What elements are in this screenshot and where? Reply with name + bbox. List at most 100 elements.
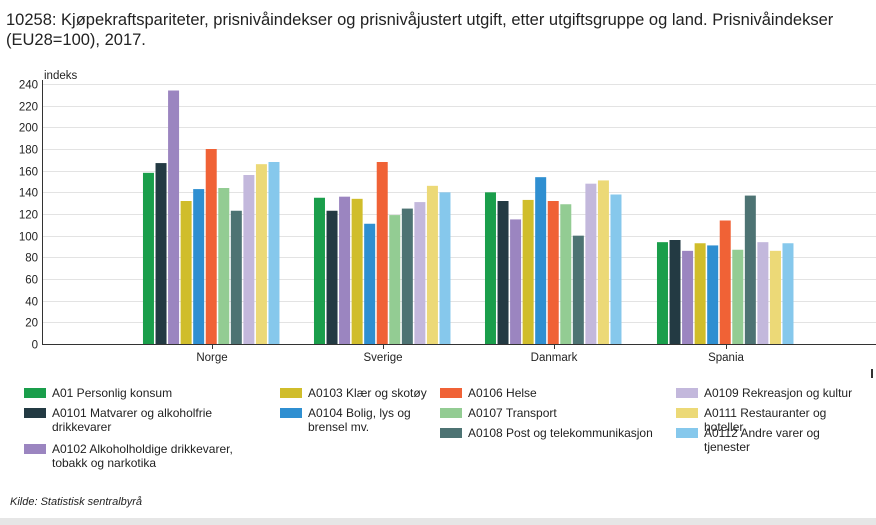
bar [669, 240, 681, 344]
bar [694, 243, 706, 344]
bar [364, 223, 376, 344]
y-tick-label: 100 [19, 232, 38, 244]
legend-swatch [24, 408, 46, 418]
y-tick-label: 0 [32, 340, 38, 352]
bar [339, 196, 351, 344]
bar [351, 198, 363, 344]
y-tick-label: 200 [19, 123, 38, 135]
bar [326, 210, 338, 344]
axes: 0 20 40 60 80 100 120 140 160 180 200 220 240 Norge Sv… [19, 80, 745, 365]
bar [610, 194, 622, 344]
bar [572, 235, 584, 344]
legend-item: A0106 Helse [440, 386, 670, 400]
legend-swatch [440, 408, 462, 418]
legend-swatch [676, 388, 698, 398]
y-tick-label: 40 [25, 297, 38, 309]
legend-label: A0112 Andre varer og tjenester [704, 426, 820, 454]
bar [522, 199, 534, 344]
bar [719, 220, 731, 344]
bar [255, 164, 267, 344]
bar [535, 177, 547, 344]
legend-label: A0103 Klær og skotøy [308, 386, 427, 400]
bar [180, 201, 192, 344]
legend-item: A01 Personlig konsum [24, 386, 248, 400]
bar [732, 249, 744, 344]
legend-label: A0104 Bolig, lys og brensel mv. [308, 406, 411, 434]
bar [401, 208, 413, 344]
bar [389, 215, 401, 344]
legend-label: A01 Personlig konsum [52, 386, 173, 400]
x-tick-label: Norge [196, 352, 227, 364]
bar [707, 245, 719, 344]
bar [230, 210, 242, 344]
bar [414, 202, 426, 344]
bar [243, 175, 255, 344]
source-note: Kilde: Statistisk sentralbyrå [10, 496, 143, 508]
legend-item: A0108 Post og telekommunikasjon [440, 426, 670, 440]
legend-item: A0109 Rekreasjon og kultur [676, 386, 866, 400]
legend-swatch [440, 388, 462, 398]
legend-swatch [280, 388, 302, 398]
bar [769, 250, 781, 344]
bar [656, 242, 668, 344]
axis-edge-mark [871, 369, 873, 378]
bar [268, 162, 280, 344]
chart-legend: A01 Personlig konsum A0101 Matvarer og al… [24, 386, 876, 476]
x-tick-label: Spania [708, 352, 744, 364]
legend-swatch [676, 408, 698, 418]
bar [376, 162, 388, 344]
bar [682, 250, 694, 344]
legend-label: A0106 Helse [468, 386, 537, 400]
legend-label: A0111 Restauranter og hoteller [704, 406, 827, 434]
bar [782, 243, 794, 344]
legend-swatch [440, 428, 462, 438]
bar [484, 192, 496, 344]
legend-item: A0104 Bolig, lys og brensel mv. [280, 406, 432, 434]
legend-item: A0102 Alkoholholdige drikkevarer, tobakk… [24, 442, 248, 470]
bar [547, 201, 559, 344]
bar [560, 204, 572, 344]
bar [205, 149, 217, 344]
bar [142, 172, 154, 344]
y-tick-label: 120 [19, 210, 38, 222]
legend-swatch [24, 444, 46, 454]
legend-item: A0103 Klær og skotøy [280, 386, 432, 400]
bar [439, 192, 451, 344]
bar [497, 201, 509, 344]
y-tick-label: 160 [19, 167, 38, 179]
legend-swatch [676, 428, 698, 438]
bar [426, 185, 438, 344]
legend-swatch [280, 408, 302, 418]
bar [193, 189, 205, 344]
bar [597, 180, 609, 344]
bar [168, 90, 180, 344]
bar [218, 188, 230, 344]
legend-item: A0107 Transport [440, 406, 670, 420]
legend-item: A0101 Matvarer og alkoholfrie drikkevare… [24, 406, 248, 434]
bar [585, 183, 597, 344]
y-tick-label: 20 [25, 318, 38, 330]
legend-item: A0111 Restauranter og hoteller [676, 406, 866, 434]
legend-item: A0112 Andre varer og tjenester [676, 426, 866, 454]
bar [744, 195, 756, 344]
y-tick-label: 180 [19, 145, 38, 157]
legend-label: A0108 Post og telekommunikasjon [468, 426, 653, 440]
x-tick-label: Sverige [364, 352, 403, 364]
chart-plot: 0 20 40 60 80 100 120 140 160 180 200 220 240 Norge Sv… [19, 70, 876, 365]
y-tick-label: 140 [19, 188, 38, 200]
legend-label: A0107 Transport [468, 406, 557, 420]
y-tick-label: 240 [19, 80, 38, 92]
chart-title: 10258: Kjøpekraftspariteter, prisnivåind… [6, 11, 834, 49]
y-tick-label: 60 [25, 275, 38, 287]
legend-label: A0102 Alkoholholdige drikkevarer, tobakk… [52, 442, 233, 470]
bar [757, 242, 769, 344]
y-tick-label: 220 [19, 102, 38, 114]
y-tick-label: 80 [25, 253, 38, 265]
bar [510, 219, 522, 344]
x-tick-label: Danmark [531, 352, 578, 364]
bar [155, 163, 167, 344]
bottom-divider [0, 518, 876, 525]
legend-label: A0109 Rekreasjon og kultur [704, 386, 853, 400]
bars [142, 90, 794, 344]
legend-swatch [24, 388, 46, 398]
